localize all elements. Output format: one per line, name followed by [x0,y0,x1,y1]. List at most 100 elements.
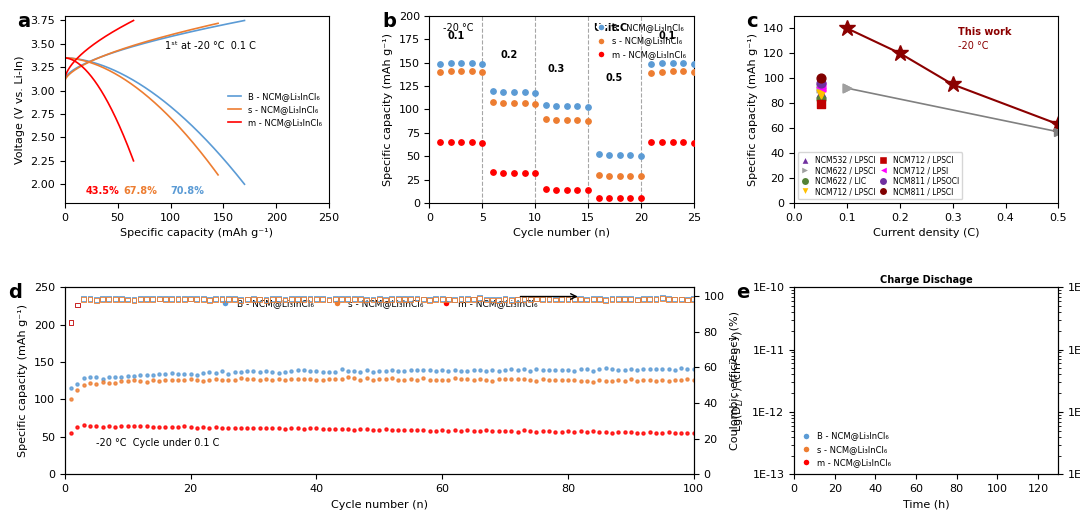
Point [188,294,205,302]
Point [558,186,576,194]
Point [226,376,243,384]
Point [566,366,583,375]
Point [181,423,199,432]
Point [578,295,595,303]
Point [421,426,438,435]
Point [346,374,363,383]
Point [660,428,677,437]
X-axis label: Cycle number (n): Cycle number (n) [513,228,610,238]
Point [408,376,426,384]
Point [181,295,199,303]
Point [616,428,633,436]
Y-axis label: Lg(D$_{Li^+}$) (cm$^2$ s$^{-1}$): Lg(D$_{Li^+}$) (cm$^2$ s$^{-1}$) [728,330,746,432]
Point [94,377,111,386]
Point [264,375,281,384]
Point [428,295,445,304]
Point [75,295,92,304]
Point [81,295,98,303]
Point [428,366,445,375]
Point [484,168,501,177]
Point [119,296,136,304]
Point [364,296,381,304]
Point [170,370,187,378]
Point [339,367,356,375]
Point [219,423,237,432]
Point [673,295,690,303]
Point [314,425,332,433]
Point [647,295,664,304]
Point [632,172,649,180]
Point [157,423,174,431]
Point [597,296,615,305]
Point [516,99,534,107]
Point [157,294,174,302]
Point [559,365,577,374]
Point [474,60,491,68]
Point [572,294,590,302]
Point [390,366,407,375]
Point [132,370,149,379]
Point [176,376,193,384]
Point [364,425,381,434]
Point [339,294,356,302]
Point [390,295,407,303]
Point [333,365,350,374]
Point [333,425,350,433]
Point [566,376,583,385]
Point [660,295,677,303]
Point [295,295,312,303]
Point [219,296,237,304]
Point [616,296,633,304]
Point [433,295,450,303]
Legend: B - NCM@Li₃InCl₆, s - NCM@Li₃InCl₆, m - NCM@Li₃InCl₆: B - NCM@Li₃InCl₆, s - NCM@Li₃InCl₆, m - … [225,89,325,130]
Point [339,295,356,304]
Text: 70.8%: 70.8% [171,186,204,196]
Point [408,366,426,374]
Point [527,169,544,177]
Point [515,365,532,373]
Point [597,364,615,373]
Point [535,294,552,302]
Point [490,295,508,304]
Point [63,395,80,404]
Legend: NCM532 / LPSCI, NCM622 / LPSCI, NCM622 / LIC, NCM712 / LPSCI, NCM712 / LPSCI, NC: NCM532 / LPSCI, NCM622 / LPSCI, NCM622 /… [798,152,962,199]
Point [214,296,231,304]
Point [579,102,596,111]
Point [584,427,602,436]
Point [578,428,595,436]
Text: 43.5%: 43.5% [86,186,120,196]
Point [239,296,256,304]
Point [295,375,312,384]
Point [194,368,212,377]
Point [540,366,557,375]
Point [415,296,432,304]
Point [484,365,501,374]
Point [308,296,325,304]
Point [132,295,149,304]
Point [87,422,105,430]
Point [346,296,363,304]
Point [408,295,426,303]
Point [505,169,523,177]
Point [465,296,483,304]
Point [370,295,388,303]
Point [548,101,565,110]
Point [442,58,459,67]
Point [484,97,501,106]
Point [188,371,205,379]
Point [100,373,118,381]
Point [653,58,671,67]
Point [812,90,829,99]
Point [616,377,633,385]
Text: 67.8%: 67.8% [123,186,157,196]
Point [333,295,350,304]
Point [590,171,607,179]
Point [653,295,671,303]
Point [497,375,514,384]
Point [495,169,512,177]
Text: 0.1: 0.1 [659,31,676,41]
Point [459,295,476,304]
Point [352,425,369,433]
This work [893,50,906,56]
Point [176,294,193,302]
